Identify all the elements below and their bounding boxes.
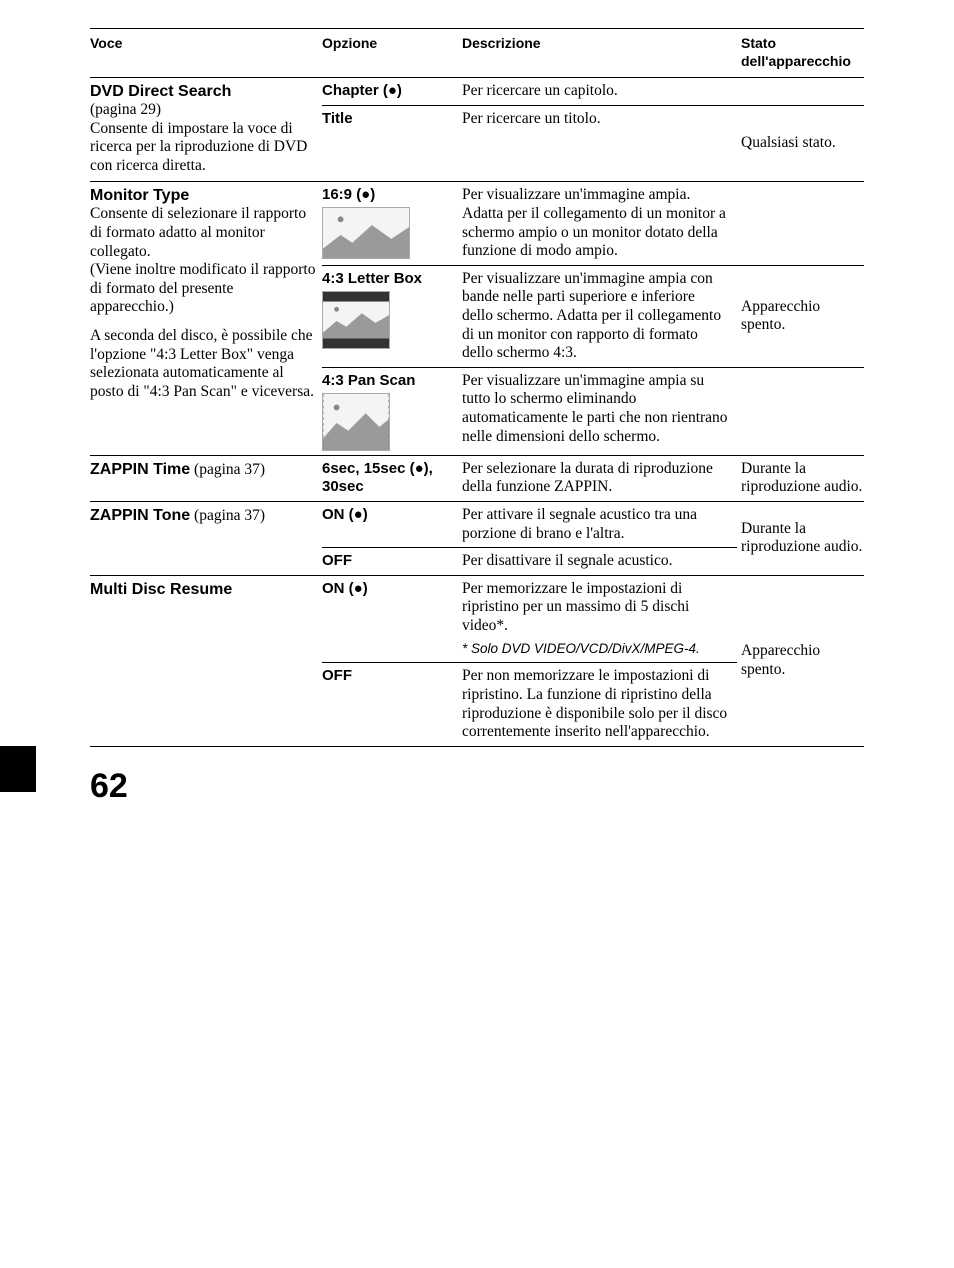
aspect-thumbnail-letterbox (322, 291, 390, 349)
settings-table: Voce Opzione Descrizione Stato dell'appa… (90, 28, 864, 747)
voce-body-extra: A seconda del disco, è possibile che l'o… (90, 327, 316, 401)
voce-suffix: (pagina 37) (190, 507, 265, 524)
option-desc: Per visualizzare un'immagine ampia con b… (462, 270, 721, 361)
table-header: Voce Opzione Descrizione Stato dell'appa… (90, 28, 864, 78)
option-desc: Per ricercare un titolo. (462, 110, 601, 127)
option-desc: Per selezionare la durata di riproduzion… (462, 460, 713, 496)
option-note: * Solo DVD VIDEO/VCD/DivX/MPEG-4. (462, 641, 729, 658)
option-16-9: 16:9 (●) Per visualizzare un'immagine am… (322, 182, 864, 265)
row-multi-disc-resume: Multi Disc Resume ON (●) Per memorizzare… (90, 576, 864, 747)
option-desc: Per memorizzare le impostazioni di ripri… (462, 580, 729, 636)
option-label: 4:3 Letter Box (322, 270, 422, 287)
voce-title: Monitor Type (90, 187, 316, 205)
option-4-3-panscan: 4:3 Pan Scan Per visualizzare un'immagin… (322, 368, 864, 455)
row-dvd-direct-search: DVD Direct Search (pagina 29) Consente d… (90, 78, 864, 182)
side-mark (0, 746, 36, 792)
row-monitor-type: Monitor Type Consente di selezionare il … (90, 182, 864, 455)
header-stato: Stato dell'apparecchio (741, 35, 851, 69)
stato-text: Durante la riproduzione audio. (741, 520, 864, 557)
header-opzione: Opzione (322, 35, 377, 51)
option-label: 4:3 Pan Scan (322, 372, 415, 389)
option-zappin-time: 6sec, 15sec (●), 30sec Per selezionare l… (322, 456, 864, 501)
voce-body: Consente di selezionare il rapporto di f… (90, 205, 316, 317)
header-voce: Voce (90, 35, 122, 51)
voce-suffix: (pagina 37) (190, 461, 265, 478)
stato-text: Apparecchio spento. (741, 642, 864, 679)
option-label: ON (●) (322, 506, 368, 523)
option-zappin-tone-off: OFF Per disattivare il segnale acustico. (322, 548, 737, 575)
option-chapter: Chapter (●) Per ricercare un capitolo. (322, 78, 864, 106)
voce-body: (pagina 29) Consente di impostare la voc… (90, 101, 316, 175)
option-multi-off: OFF Per non memorizzare le impostazioni … (322, 663, 737, 745)
aspect-thumbnail-16-9 (322, 207, 410, 259)
option-title: Title Per ricercare un titolo. Qualsiasi… (322, 106, 864, 182)
option-label: Chapter (●) (322, 82, 402, 99)
option-label: ON (●) (322, 580, 368, 597)
aspect-thumbnail-panscan (322, 393, 390, 451)
option-desc: Per visualizzare un'immagine ampia su tu… (462, 372, 728, 445)
header-descrizione: Descrizione (462, 35, 541, 51)
option-desc: Per disattivare il segnale acustico. (462, 552, 672, 569)
voce-title: Multi Disc Resume (90, 581, 316, 599)
stato-text: Durante la riproduzione audio. (741, 460, 862, 496)
option-4-3-letterbox: 4:3 Letter Box Per visualizzare un'immag… (322, 266, 864, 368)
option-multi-on: ON (●) Per memorizzare le impostazioni d… (322, 576, 737, 664)
option-desc: Per visualizzare un'immagine ampia. Adat… (462, 186, 726, 259)
option-desc: Per ricercare un capitolo. (462, 82, 618, 99)
stato-text: Apparecchio spento. (741, 298, 864, 335)
voce-title: DVD Direct Search (90, 83, 316, 101)
option-label: OFF (322, 667, 352, 684)
voce-title: ZAPPIN Tone (90, 507, 190, 524)
row-zappin-tone: ZAPPIN Tone (pagina 37) ON (●) Per attiv… (90, 502, 864, 576)
option-label: 6sec, 15sec (●), 30sec (322, 460, 433, 495)
row-zappin-time: ZAPPIN Time (pagina 37) 6sec, 15sec (●),… (90, 456, 864, 502)
stato-text: Qualsiasi stato. (741, 134, 836, 153)
option-label: OFF (322, 552, 352, 569)
voce-title: ZAPPIN Time (90, 461, 190, 478)
option-desc: Per attivare il segnale acustico tra una… (462, 506, 697, 542)
option-label: Title (322, 110, 353, 127)
option-zappin-tone-on: ON (●) Per attivare il segnale acustico … (322, 502, 737, 548)
option-desc: Per non memorizzare le impostazioni di r… (462, 667, 727, 740)
option-label: 16:9 (●) (322, 186, 375, 203)
page-number: 62 (90, 767, 864, 806)
